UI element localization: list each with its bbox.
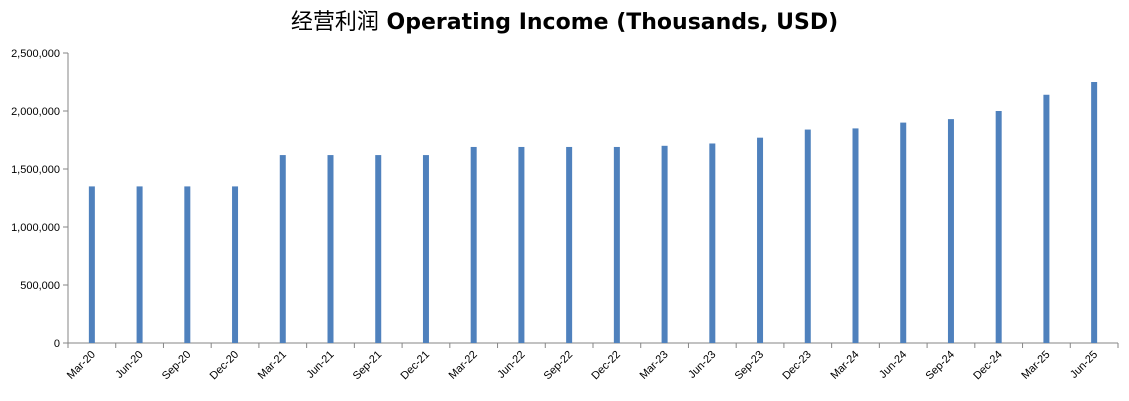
bar-jun-20 xyxy=(136,186,143,343)
bar-mar-24 xyxy=(852,128,859,343)
x-tick-label: Mar-24 xyxy=(828,349,861,382)
bar-sep-21 xyxy=(375,155,382,343)
x-axis: Mar-20 Jun-20 Sep-20 Dec-20 Mar-21 Jun-21 Sep-… xyxy=(65,342,1119,383)
bar-jun-21 xyxy=(327,155,334,343)
chart-title-cn: 经营利润 xyxy=(290,10,379,35)
x-tick-label: Mar-20 xyxy=(65,349,98,382)
bar-mar-23 xyxy=(661,145,668,343)
x-tick-label: Sep-21 xyxy=(351,349,385,383)
bar-mar-25 xyxy=(1043,94,1050,343)
bar-jun-24 xyxy=(900,122,907,343)
bar-sep-23 xyxy=(757,137,764,343)
x-tick-label: Jun-25 xyxy=(1068,349,1100,381)
bar-dec-21 xyxy=(422,155,429,343)
x-tick-label: Mar-22 xyxy=(447,349,480,382)
x-tick-label: Dec-22 xyxy=(589,349,623,383)
x-tick-label: Dec-23 xyxy=(780,349,814,383)
y-tick-label: 2,000,000 xyxy=(11,106,60,118)
bar-jun-22 xyxy=(518,146,525,343)
x-tick-label: Jun-24 xyxy=(877,349,909,381)
bar-jun-23 xyxy=(709,143,716,343)
chart-title: 经营利润 Operating Income (Thousands, USD) xyxy=(0,4,1129,36)
x-tick-label: Jun-22 xyxy=(495,349,527,381)
y-tick-label: 1,500,000 xyxy=(11,164,60,176)
bar-jun-25 xyxy=(1091,82,1098,343)
x-tick-label: Mar-23 xyxy=(638,349,671,382)
x-tick-label: Sep-24 xyxy=(923,349,957,383)
y-tick-label: 0 xyxy=(54,338,60,350)
bar-mar-21 xyxy=(279,155,286,343)
bar-dec-22 xyxy=(613,146,620,343)
bar-dec-23 xyxy=(804,129,811,343)
bar-sep-20 xyxy=(184,186,191,343)
y-axis: 0 500,000 1,000,000 1,500,000 2,000,000 2,500… xyxy=(11,48,69,350)
x-tick-label: Sep-23 xyxy=(733,349,767,383)
y-tick-label: 1,000,000 xyxy=(11,222,60,234)
x-tick-label: Jun-20 xyxy=(113,349,145,381)
y-tick-label: 2,500,000 xyxy=(11,48,60,60)
bars xyxy=(88,82,1098,344)
x-tick-label: Dec-20 xyxy=(208,349,242,383)
chart-title-en: Operating Income (Thousands, USD) xyxy=(386,10,839,35)
x-tick-label: Sep-20 xyxy=(160,349,194,383)
y-tick-label: 500,000 xyxy=(20,280,60,292)
bar-dec-24 xyxy=(995,111,1002,343)
bar-sep-24 xyxy=(947,119,954,344)
bar-dec-20 xyxy=(232,186,239,343)
bar-sep-22 xyxy=(566,146,573,343)
bar-mar-20 xyxy=(88,186,95,343)
x-tick-label: Sep-22 xyxy=(542,349,576,383)
x-tick-label: Mar-25 xyxy=(1019,349,1052,382)
x-tick-label: Dec-21 xyxy=(399,349,433,383)
x-tick-label: Dec-24 xyxy=(971,349,1005,383)
x-tick-label: Jun-23 xyxy=(686,349,718,381)
x-tick-label: Jun-21 xyxy=(304,349,336,381)
bar-mar-22 xyxy=(470,146,477,343)
x-tick-label: Mar-21 xyxy=(256,349,289,382)
